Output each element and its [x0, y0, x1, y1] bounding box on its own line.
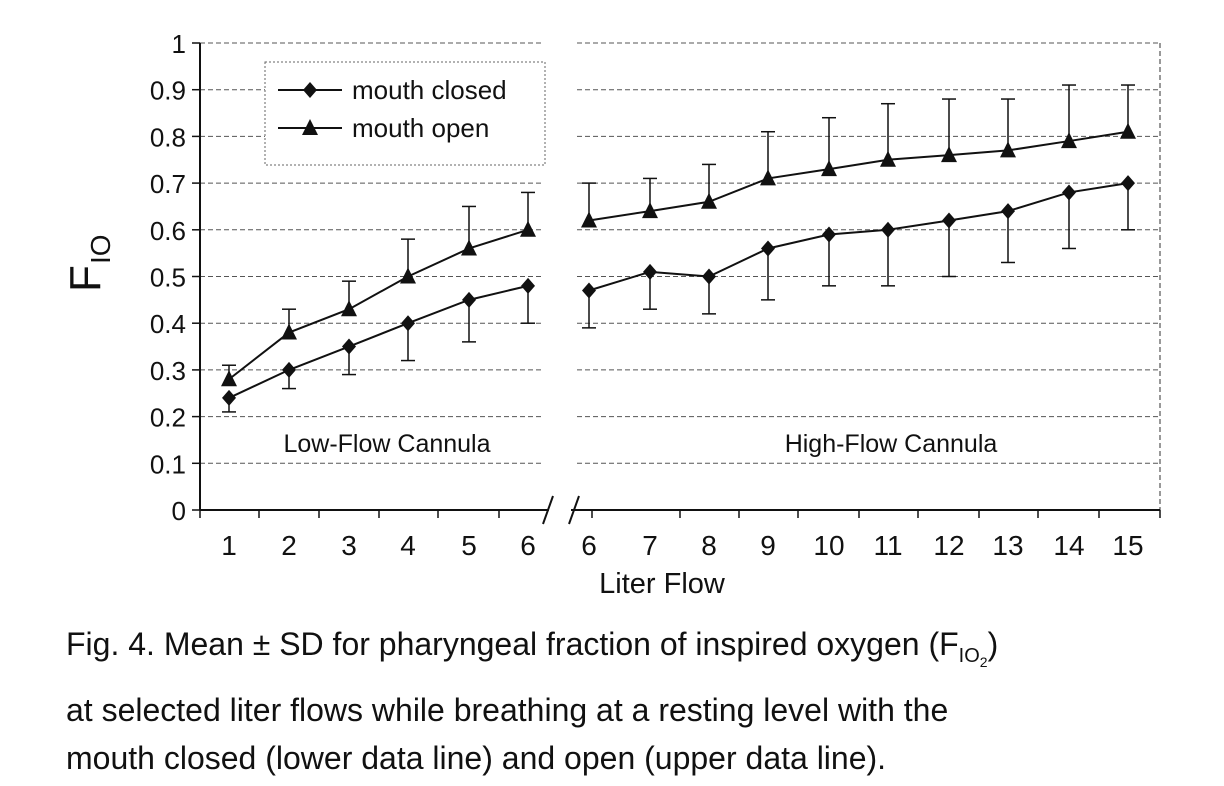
point-triangle [642, 202, 658, 219]
x-tick-label: 1 [221, 530, 237, 561]
caption-line-3: mouth closed (lower data line) and open … [66, 740, 887, 777]
y-tick-label: 0.9 [150, 76, 186, 106]
series-mouth-open [221, 84, 1136, 387]
x-axis-title: Liter Flow [599, 568, 726, 600]
y-tick-label: 0.3 [150, 356, 186, 386]
point-diamond [1001, 203, 1015, 220]
legend-box [264, 61, 546, 166]
point-triangle [821, 160, 837, 177]
point-diamond [761, 240, 775, 257]
caption-subscript: IO2 [958, 645, 988, 671]
y-tick-label: 0.5 [150, 263, 186, 293]
y-axis-title: FIO [61, 234, 116, 292]
figure-caption: Fig. 4. Mean ± SD for pharyngeal fractio… [66, 620, 1166, 782]
chart: 00.10.20.30.40.50.60.70.80.911 2 3 4 5 6 6 7 8 9 1… [61, 29, 1161, 600]
point-triangle [341, 300, 357, 317]
x-tick-label: 13 [992, 530, 1023, 561]
x-tick-label: 11 [873, 530, 902, 561]
x-tick-label: 2 [281, 530, 297, 561]
y-tick-label: 0 [172, 496, 186, 526]
chart-labels: Liter Flow FIO Low-Flow Cannula High-Flow C… [61, 234, 997, 600]
x-tick-label: 6 [520, 530, 536, 561]
point-triangle [1000, 141, 1016, 158]
y-axis-title-sub: IO [85, 234, 116, 264]
point-triangle [461, 239, 477, 256]
point-diamond [1121, 175, 1135, 192]
point-diamond [582, 282, 596, 299]
series-line [228, 228, 529, 381]
legend-label: mouth open [352, 113, 489, 143]
point-triangle [880, 150, 896, 167]
y-tick-label: 0.8 [150, 122, 186, 152]
x-tick-label: 10 [813, 530, 844, 561]
point-triangle [941, 146, 957, 163]
point-triangle [760, 169, 776, 186]
point-diamond [643, 263, 657, 280]
y-tick-label: 0.7 [150, 169, 186, 199]
point-diamond [342, 338, 356, 355]
point-triangle [221, 370, 237, 387]
x-tick-label: 5 [461, 530, 477, 561]
series-line [588, 130, 1129, 222]
point-triangle [1120, 122, 1136, 139]
x-tick-label: 3 [341, 530, 357, 561]
caption-line-1: Fig. 4. Mean ± SD for pharyngeal fractio… [66, 626, 999, 671]
point-diamond [282, 361, 296, 378]
point-triangle [281, 323, 297, 340]
segment-label: Low-Flow Cannula [283, 430, 490, 458]
point-diamond [702, 268, 716, 285]
point-diamond [462, 291, 476, 308]
x-tick-label: 4 [400, 530, 416, 561]
series-line [588, 182, 1129, 292]
y-tick-label: 0.6 [150, 216, 186, 246]
point-triangle [581, 211, 597, 228]
point-diamond [303, 82, 317, 98]
point-triangle [1061, 132, 1077, 149]
point-diamond [822, 226, 836, 243]
x-tick-label: 6 [581, 530, 597, 561]
point-triangle [520, 220, 536, 237]
segment-label: High-Flow Cannula [785, 430, 998, 458]
caption-prefix: Fig. 4. Mean ± SD for pharyngeal fractio… [66, 626, 959, 662]
point-diamond [942, 212, 956, 229]
point-triangle [400, 267, 416, 284]
x-tick-label: 15 [1112, 530, 1143, 561]
data-series [221, 84, 1136, 413]
y-tick-label: 0.4 [150, 309, 186, 339]
y-tick-label: 0.1 [150, 449, 186, 479]
caption-line-2: at selected liter flows while breathing … [66, 692, 949, 729]
series-mouth-closed [222, 175, 1135, 413]
x-tick-label: 14 [1053, 530, 1084, 561]
y-tick-label: 0.2 [150, 403, 186, 433]
point-triangle [701, 192, 717, 209]
point-diamond [222, 389, 236, 406]
legend: mouth closed mouth open [264, 61, 546, 166]
x-tick-label: 9 [760, 530, 776, 561]
axes: 00.10.20.30.40.50.60.70.80.911 2 3 4 5 6 6 7 8 9 1… [150, 29, 1161, 561]
point-diamond [1062, 184, 1076, 201]
axis-break-mark [542, 495, 554, 525]
axis-break-mark [568, 495, 580, 525]
legend-label: mouth closed [352, 75, 507, 105]
point-diamond [401, 315, 415, 332]
y-tick-label: 1 [172, 29, 186, 59]
x-tick-label: 7 [642, 530, 658, 561]
point-diamond [521, 277, 535, 294]
x-tick-label: 8 [701, 530, 717, 561]
series-line [228, 284, 529, 399]
point-diamond [881, 221, 895, 238]
x-tick-label: 12 [933, 530, 964, 561]
point-triangle [302, 119, 318, 135]
y-axis-title-main: F [61, 265, 110, 292]
